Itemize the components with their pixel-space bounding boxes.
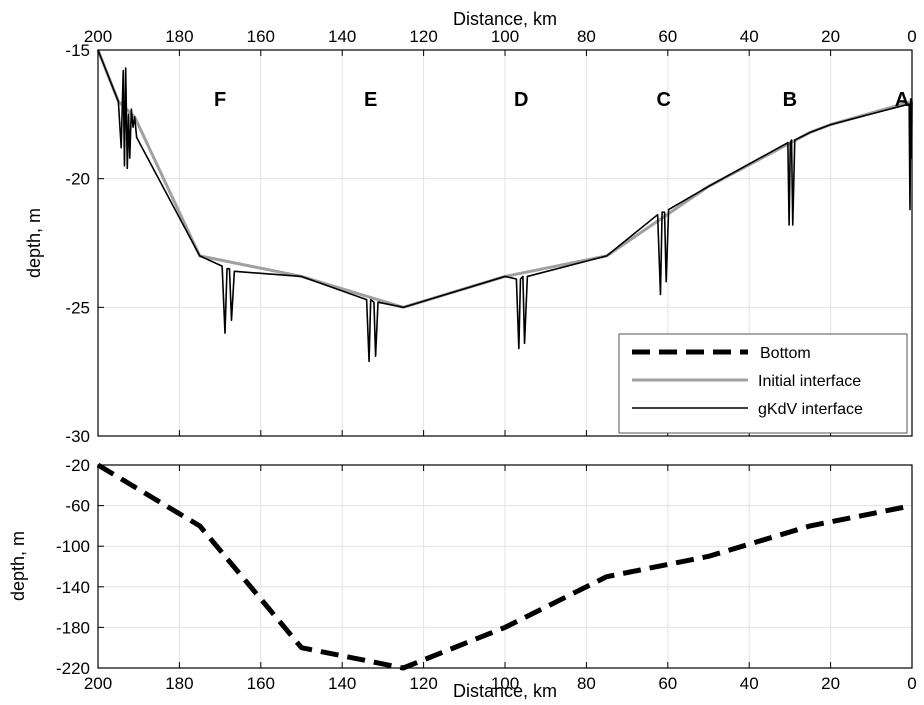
bottom-x-tick-label: 100 [491, 674, 519, 693]
interface-y-tick-label: -20 [65, 170, 90, 189]
bottom-x-ticks: 200 180 160 140 120 100 80 60 40 20 0 [84, 465, 917, 693]
interface-series [96, 49, 913, 363]
interface-y-tick-label: -15 [65, 41, 90, 60]
interface-y-axis-title: depth, m [24, 208, 44, 278]
bottom-y-ticks: -20 -60 -100 -140 -180 -220 [56, 456, 104, 678]
bottom-y-tick-label: -140 [56, 578, 90, 597]
interface-x-tick-label: 120 [409, 27, 437, 46]
bottom-x-tick-label: 160 [247, 674, 275, 693]
bottom-x-tick-label: 200 [84, 674, 112, 693]
bottom-y-tick-label: -220 [56, 659, 90, 678]
bottom-x-tick-label: 180 [165, 674, 193, 693]
interface-x-tick-label: 80 [577, 27, 596, 46]
legend-label-gkdv-interface: gKdV interface [758, 401, 863, 418]
bottom-y-tick-label: -60 [65, 497, 90, 516]
interface-y-tick-label: -30 [65, 427, 90, 446]
bottom-x-tick-label: 0 [907, 674, 916, 693]
bottom-y-tick-label: -100 [56, 537, 90, 556]
bottom-y-tick-label: -20 [65, 456, 90, 475]
bottom-series-bottom [96, 462, 913, 671]
interface-x-tick-label: 60 [658, 27, 677, 46]
bottom-panel: 200 180 160 140 120 100 80 60 40 20 0 -20-60-100-1… [8, 456, 917, 701]
station-marker-b: B [783, 89, 797, 111]
bottom-x-tick-label: 140 [328, 674, 356, 693]
bottom-x-tick-label: 80 [577, 674, 596, 693]
interface-x-tick-label: 200 [84, 27, 112, 46]
bottom-x-tick-label: 120 [409, 674, 437, 693]
bottom-x-tick-label: 20 [821, 674, 840, 693]
station-marker-c: C [657, 89, 671, 111]
interface-x-tick-label: 20 [821, 27, 840, 46]
interface-x-tick-label: 180 [165, 27, 193, 46]
interface-series-gkdv-interface [97, 49, 913, 363]
bottom-y-axis-title: depth, m [8, 531, 28, 601]
legend: Bottom Initial interface gKdV interface [618, 333, 908, 434]
interface-x-tick-label: 100 [491, 27, 519, 46]
station-marker-a: A [895, 89, 909, 111]
bottom-grid [97, 464, 913, 669]
legend-label-bottom: Bottom [760, 345, 811, 362]
interface-panel: 200 180 160 140 120 100 80 60 40 20 0 -15-20-25-30… [24, 9, 917, 446]
station-marker-f: F [214, 89, 226, 111]
interface-x-ticks: 200 180 160 140 120 100 80 60 40 20 0 [84, 27, 917, 436]
bottom-x-tick-label: 60 [658, 674, 677, 693]
bottom-x-tick-label: 40 [740, 674, 759, 693]
interface-x-axis-title: Distance, km [453, 9, 557, 29]
bottom-series [96, 462, 913, 671]
bottom-y-tick-label: -180 [56, 618, 90, 637]
interface-x-tick-label: 140 [328, 27, 356, 46]
station-marker-d: D [514, 89, 528, 111]
station-marker-e: E [364, 89, 377, 111]
interface-x-tick-label: 40 [740, 27, 759, 46]
interface-y-ticks: -15 -20 -25 -30 [65, 41, 104, 446]
interface-x-tick-label: 160 [247, 27, 275, 46]
interface-x-tick-label: 0 [907, 27, 916, 46]
interface-y-tick-label: -25 [65, 298, 90, 317]
legend-label-initial-interface: Initial interface [758, 373, 861, 390]
bottom-x-axis-title: Distance, km [453, 681, 557, 701]
